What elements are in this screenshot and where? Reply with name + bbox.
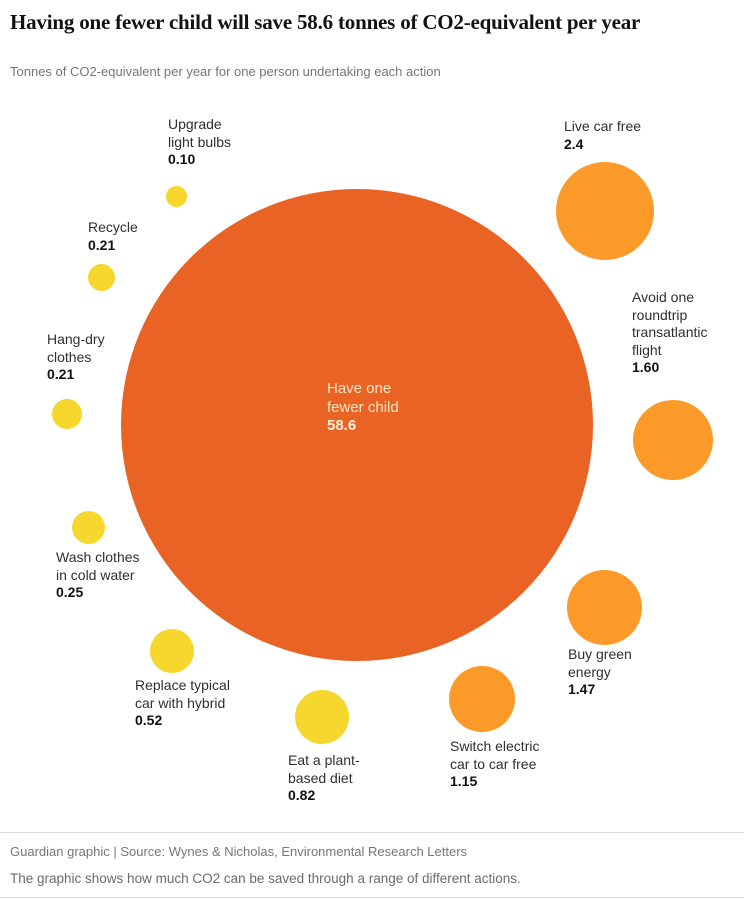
bubble-eat-plant-based-diet-label: Eat a plant-based diet 0.82	[288, 752, 360, 805]
chart-caption: The graphic shows how much CO2 can be sa…	[10, 871, 521, 886]
chart-subtitle: Tonnes of CO2-equivalent per year for on…	[10, 64, 441, 79]
bubble-buy-green-energy-label-line: energy	[568, 663, 611, 680]
bubble-upgrade-light-bulbs-label: Upgrade light bulbs 0.10	[168, 116, 231, 169]
bubble-upgrade-light-bulbs-label-line: Upgrade	[168, 116, 222, 132]
bubble-have-one-fewer-child-label-line: fewer child	[327, 398, 399, 416]
bubble-replace-car-with-hybrid-label-line: car with hybrid	[135, 694, 226, 711]
bubble-chart: Have one fewer child 58.6 Live car free 2.4 A…	[47, 116, 713, 805]
bubble-replace-car-with-hybrid-circle	[150, 629, 194, 673]
bubble-replace-car-with-hybrid-label: Replace typical car with hybrid 0.52	[135, 677, 230, 730]
bubble-switch-electric-car-to-car-free-circle	[449, 666, 515, 732]
bubble-buy-green-energy-circle	[566, 569, 642, 645]
bubble-hang-dry-clothes-value: 0.21	[47, 366, 75, 382]
bubble-avoid-transatlantic-flight-label: Avoid one roundtrip transatlantic flight 1.6…	[632, 289, 707, 377]
bubble-recycle-value: 0.21	[88, 236, 116, 253]
bubble-upgrade-light-bulbs-circle	[165, 185, 187, 207]
bubble-eat-plant-based-diet-label-line: based diet	[288, 769, 353, 786]
bubble-hang-dry-clothes-label: Hang-dry clothes 0.21	[47, 331, 105, 384]
bubble-wash-clothes-cold-water-label: Wash clothes in cold water 0.25	[56, 549, 140, 602]
bubble-upgrade-light-bulbs-label-line: light bulbs	[168, 133, 232, 150]
bubble-buy-green-energy-label: Buy green energy 1.47	[568, 646, 632, 699]
bubble-switch-electric-car-to-car-free-label-line: Switch electric	[450, 738, 540, 754]
bubble-avoid-transatlantic-flight-circle	[633, 400, 713, 480]
bubble-wash-clothes-cold-water-label-line: Wash clothes	[56, 549, 140, 565]
footer-divider	[0, 832, 744, 833]
bubble-avoid-transatlantic-flight-value: 1.60	[632, 359, 660, 375]
bubble-hang-dry-clothes-circle	[52, 399, 82, 429]
bubble-have-one-fewer-child-label: Have one fewer child 58.6	[327, 380, 399, 436]
bubble-wash-clothes-cold-water-label-line: in cold water	[56, 566, 135, 583]
bubble-upgrade-light-bulbs-value: 0.10	[168, 151, 196, 167]
bubble-avoid-transatlantic-flight-label-line: transatlantic	[632, 324, 708, 340]
bubble-have-one-fewer-child-value: 58.6	[327, 417, 357, 434]
bubble-live-car-free-label: Live car free 2.4	[564, 118, 641, 153]
bubble-live-car-free-label-line: Live car free	[564, 118, 642, 134]
page-title: Having one fewer child will save 58.6 to…	[10, 10, 641, 34]
bubble-wash-clothes-cold-water-value: 0.25	[56, 584, 84, 600]
bubble-avoid-transatlantic-flight-label-line: Avoid one	[632, 289, 695, 305]
bottom-divider	[0, 897, 744, 898]
bubble-live-car-free-circle	[556, 162, 654, 260]
bubble-hang-dry-clothes-label-line: Hang-dry	[47, 331, 105, 347]
bubble-replace-car-with-hybrid-value: 0.52	[135, 712, 163, 728]
bubble-recycle-label: Recycle 0.21	[88, 219, 138, 254]
bubble-wash-clothes-cold-water-circle	[71, 510, 105, 544]
bubble-hang-dry-clothes-label-line: clothes	[47, 348, 92, 365]
bubble-have-one-fewer-child-circle	[121, 189, 593, 661]
bubble-avoid-transatlantic-flight-label-line: roundtrip	[632, 306, 688, 323]
source-attribution: Guardian graphic | Source: Wynes & Nicho…	[10, 844, 468, 859]
bubble-live-car-free-value: 2.4	[564, 135, 584, 152]
bubble-eat-plant-based-diet-circle	[295, 690, 349, 744]
bubble-buy-green-energy-value: 1.47	[568, 681, 596, 697]
bubble-switch-electric-car-to-car-free-label-line: car to car free	[450, 755, 537, 772]
bubble-have-one-fewer-child-label-line: Have one	[327, 380, 392, 397]
bubble-eat-plant-based-diet-value: 0.82	[288, 787, 316, 803]
bubble-buy-green-energy-label-line: Buy green	[568, 646, 632, 662]
bubble-recycle-circle	[87, 263, 115, 291]
bubble-replace-car-with-hybrid-label-line: Replace typical	[135, 677, 230, 693]
bubble-switch-electric-car-to-car-free-value: 1.15	[450, 773, 478, 789]
bubble-recycle-label-line: Recycle	[88, 219, 138, 235]
bubble-switch-electric-car-to-car-free-label: Switch electric car to car free 1.15	[450, 738, 539, 791]
bubble-avoid-transatlantic-flight-label-line: flight	[632, 341, 662, 358]
bubble-eat-plant-based-diet-label-line: Eat a plant-	[288, 752, 360, 768]
